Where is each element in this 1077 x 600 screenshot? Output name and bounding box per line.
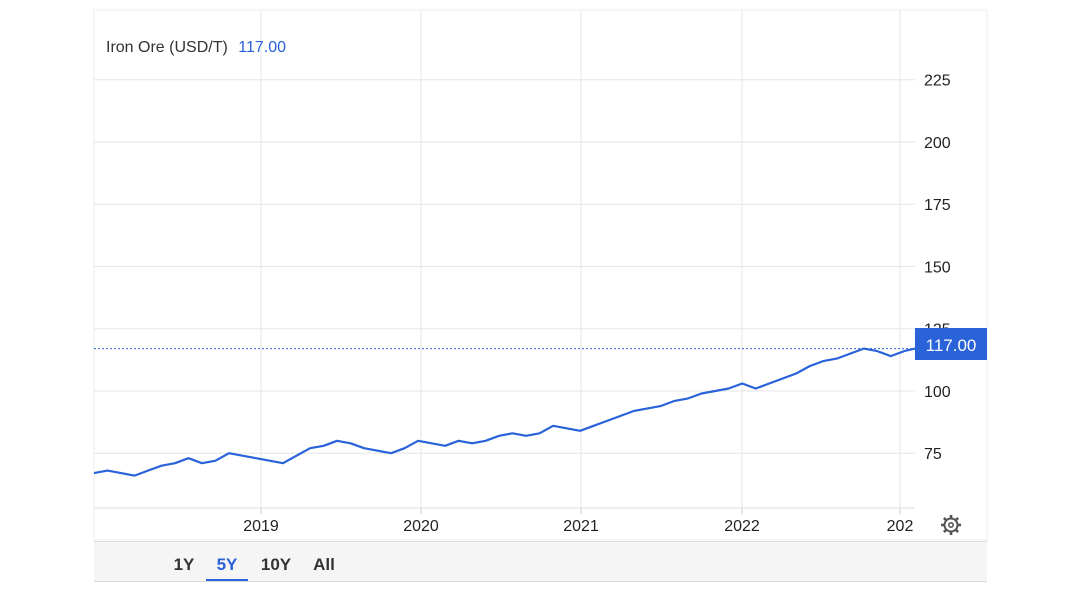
price-series [93, 347, 916, 477]
range-1y-button[interactable]: 1Y [173, 555, 195, 574]
price-tag-label: 117.00 [926, 336, 977, 355]
chart-title: Iron Ore (USD/T) [106, 39, 228, 56]
svg-text:Iron Ore (USD/T) 117.00: Iron Ore (USD/T) 117.00 [106, 39, 286, 56]
price-series-line [93, 347, 916, 477]
x-tick-label: 202 [887, 518, 914, 535]
range-all-button[interactable]: All [313, 555, 335, 574]
y-tick-label: 225 [924, 73, 951, 90]
gear-icon[interactable] [941, 515, 961, 535]
x-tick-label: 2019 [243, 518, 279, 535]
range-selector: 1Y 5Y 10Y All [94, 541, 987, 582]
x-tick-label: 2020 [403, 518, 439, 535]
grid [94, 10, 915, 514]
y-tick-label: 150 [924, 259, 951, 276]
current-price: 117.00 [238, 39, 286, 56]
y-tick-label: 175 [924, 197, 951, 214]
price-tag: 117.00 [915, 328, 987, 360]
range-10y-button[interactable]: 10Y [260, 555, 292, 574]
range-5y-button[interactable]: 5Y [206, 542, 248, 581]
x-tick-label: 2022 [724, 518, 760, 535]
y-tick-label: 100 [924, 384, 951, 401]
x-axis: 2019 2020 2021 2022 202 [243, 518, 913, 535]
y-tick-label: 75 [924, 446, 942, 463]
y-tick-label: 200 [924, 135, 951, 152]
x-tick-label: 2021 [563, 518, 599, 535]
